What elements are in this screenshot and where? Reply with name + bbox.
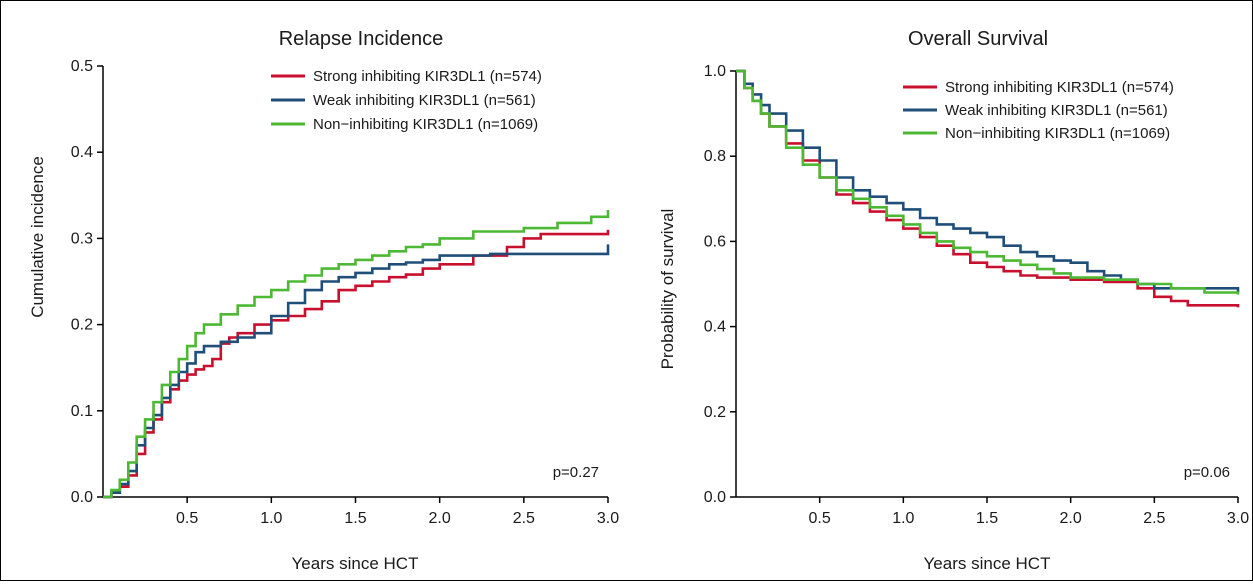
legend-label: Strong inhibiting KIR3DL1 (n=574) bbox=[945, 79, 1174, 96]
y-tick-label: 0.2 bbox=[704, 404, 726, 421]
x-tick-label: 2.5 bbox=[513, 510, 535, 527]
series-lines bbox=[103, 210, 610, 499]
x-tick-label: 2.5 bbox=[1143, 510, 1165, 527]
legend-label: Weak inhibiting KIR3DL1 (n=561) bbox=[945, 102, 1168, 119]
legend-label: Non−inhibiting KIR3DL1 (n=1069) bbox=[945, 125, 1170, 142]
x-tick-label: 3.0 bbox=[1227, 510, 1249, 527]
y-tick-label: 0.8 bbox=[704, 148, 726, 165]
x-tick-label: 0.5 bbox=[809, 510, 831, 527]
axes: 0.0 0.2 0.4 0.6 0.8 1.0 0.5 1.0 1.5 2.0 2.5 3.0 bbox=[704, 63, 1249, 527]
x-tick-label: 2.0 bbox=[1060, 510, 1082, 527]
overall-survival-panel: Overall Survival Probability of survival… bbox=[658, 28, 1249, 573]
x-axis-label: Years since HCT bbox=[292, 554, 419, 573]
y-tick-label: 0.3 bbox=[71, 230, 93, 247]
y-axis-label: Cumulative incidence bbox=[28, 156, 47, 318]
series-line bbox=[103, 210, 610, 499]
x-tick-label: 1.0 bbox=[260, 510, 282, 527]
y-tick-label: 0.6 bbox=[704, 233, 726, 250]
y-tick-label: 0.4 bbox=[704, 319, 726, 336]
x-tick-label: 1.0 bbox=[892, 510, 914, 527]
y-tick-label: 0.0 bbox=[704, 489, 726, 506]
legend: Strong inhibiting KIR3DL1 (n=574) Weak in… bbox=[903, 79, 1174, 142]
series-line bbox=[736, 69, 1240, 293]
chart-title: Overall Survival bbox=[908, 28, 1048, 50]
series-line bbox=[736, 69, 1240, 295]
p-value-annotation: p=0.06 bbox=[1184, 464, 1230, 481]
x-axis-label: Years since HCT bbox=[924, 554, 1051, 573]
y-axis-label: Probability of survival bbox=[658, 209, 677, 370]
y-tick-label: 0.0 bbox=[71, 489, 93, 506]
series-lines bbox=[736, 69, 1240, 308]
legend: Strong inhibiting KIR3DL1 (n=574) Weak in… bbox=[271, 68, 542, 133]
axes: 0.0 0.1 0.2 0.3 0.4 0.5 0.5 1.0 1.5 2.0 2.5 3.0 bbox=[71, 58, 619, 527]
y-tick-label: 0.2 bbox=[71, 317, 93, 334]
legend-label: Non−inhibiting KIR3DL1 (n=1069) bbox=[313, 116, 538, 133]
y-tick-label: 0.4 bbox=[71, 144, 93, 161]
x-tick-label: 1.5 bbox=[976, 510, 998, 527]
legend-label: Strong inhibiting KIR3DL1 (n=574) bbox=[313, 68, 542, 85]
y-tick-label: 1.0 bbox=[704, 63, 726, 80]
chart-title: Relapse Incidence bbox=[279, 28, 444, 50]
x-tick-label: 1.5 bbox=[344, 510, 366, 527]
y-tick-label: 0.1 bbox=[71, 403, 93, 420]
x-tick-label: 3.0 bbox=[597, 510, 619, 527]
relapse-incidence-panel: Relapse Incidence Cumulative incidence Y… bbox=[28, 28, 619, 573]
x-tick-label: 0.5 bbox=[176, 510, 198, 527]
legend-label: Weak inhibiting KIR3DL1 (n=561) bbox=[313, 92, 536, 109]
x-tick-label: 2.0 bbox=[429, 510, 451, 527]
y-tick-label: 0.5 bbox=[71, 58, 93, 75]
p-value-annotation: p=0.27 bbox=[553, 464, 599, 481]
